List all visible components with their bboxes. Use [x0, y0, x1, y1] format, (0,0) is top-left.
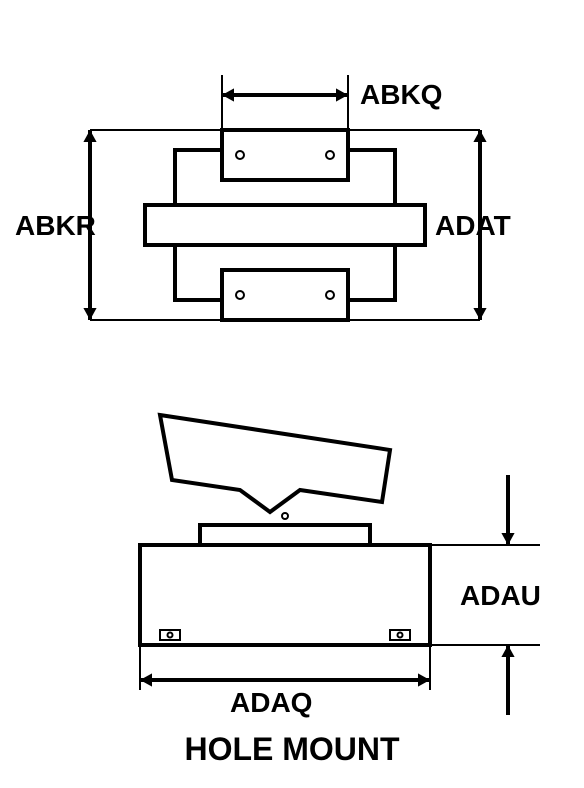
label-adaq: ADAQ	[230, 687, 312, 718]
title: HOLE MOUNT	[184, 731, 400, 767]
label-abkq: ABKQ	[360, 79, 442, 110]
label-abkr: ABKR	[15, 210, 96, 241]
label-adat: ADAT	[435, 210, 511, 241]
label-adau: ADAU	[460, 580, 541, 611]
